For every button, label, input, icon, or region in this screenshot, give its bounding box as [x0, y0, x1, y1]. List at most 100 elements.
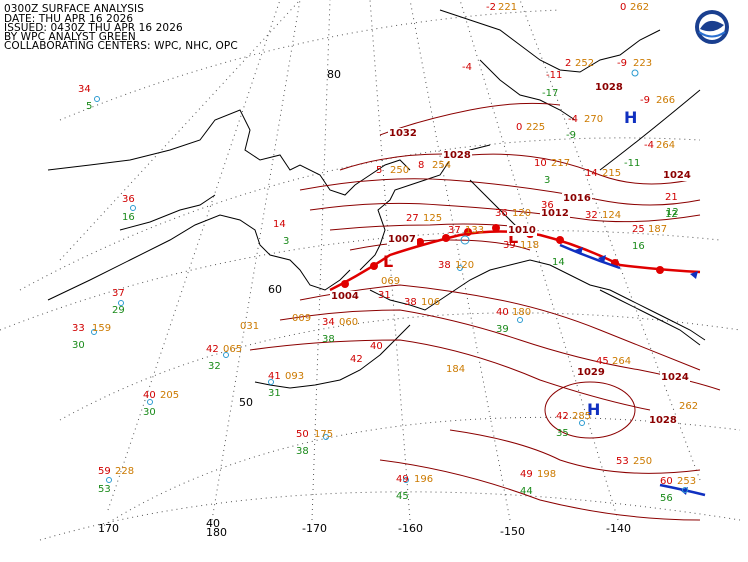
- station-pressure: 205: [160, 390, 180, 401]
- station-pressure: 215: [602, 168, 622, 179]
- station-temp: 40: [370, 341, 383, 352]
- station-marker: [323, 434, 329, 440]
- lat-line-40: [39, 491, 741, 541]
- isobar-label: 1012: [540, 208, 570, 219]
- coast-aleutians: [254, 381, 291, 389]
- station-pressure: 125: [423, 213, 443, 224]
- station-marker: [631, 69, 639, 77]
- station-temp: 33: [72, 323, 85, 334]
- station-pressure: 133: [465, 225, 485, 236]
- station-temp: 8: [418, 160, 425, 171]
- isobar-1028-s: [449, 429, 701, 474]
- station-temp: -11: [546, 70, 563, 81]
- station-temp: 42: [350, 354, 363, 365]
- station-temp: -4: [644, 140, 654, 151]
- header-line-2: DATE: THU APR 16 2026: [4, 13, 134, 25]
- isobar-1029-ring: [544, 381, 636, 439]
- station-pressure: 120: [455, 260, 475, 271]
- station-dewpoint: 32: [208, 361, 221, 372]
- lon-label-m160: -160: [398, 522, 423, 535]
- isobar-1032: [379, 102, 561, 136]
- station-temp: 49: [396, 474, 409, 485]
- station-pressure: 285: [572, 411, 592, 422]
- station-marker: [268, 379, 274, 385]
- coast-chukotka: [47, 214, 351, 301]
- isobars: [249, 102, 721, 521]
- station-temp: 34: [322, 317, 335, 328]
- warm-front-mark: [492, 224, 500, 232]
- station-dewpoint: -17: [542, 88, 559, 99]
- station-pressure: 221: [498, 2, 518, 13]
- lon-line-180: [211, 0, 301, 521]
- station-temp: 40: [143, 390, 156, 401]
- station-pressure: 180: [512, 307, 532, 318]
- lat-line-55: [59, 312, 741, 421]
- cold-front-mark: [680, 487, 688, 495]
- station-temp: -9: [640, 95, 650, 106]
- header-line-3: ISSUED: 0430Z THU APR 16 2026: [4, 22, 183, 34]
- isobar-1004-s: [299, 284, 701, 371]
- station-pressure: 124: [602, 210, 622, 221]
- lat-label-50: 50: [239, 396, 253, 409]
- station-temp: -9: [617, 58, 627, 69]
- lon-line-170: [107, 0, 281, 511]
- station-pressure: 060: [339, 317, 359, 328]
- lon-line-m160: [369, 0, 411, 521]
- coast-bc: [599, 289, 701, 346]
- lon-line-m130: [519, 0, 701, 481]
- station-temp: 37: [448, 225, 461, 236]
- lon-label-180: 180: [206, 526, 227, 539]
- station-dewpoint: 30: [143, 407, 156, 418]
- lat-line-45: [99, 416, 741, 529]
- station-temp: 14: [273, 219, 286, 230]
- isobar-1028: [339, 153, 691, 185]
- station-marker: [403, 477, 409, 483]
- lon-label-m150: -150: [500, 525, 525, 538]
- coast-arctic-islands: [439, 9, 661, 73]
- station-pressure: 262: [679, 401, 699, 412]
- station-marker: [517, 317, 523, 323]
- warm-front-symbols: [341, 224, 664, 288]
- station-pressure: 198: [537, 469, 557, 480]
- low-pressure-value: 1004: [330, 291, 360, 302]
- station-temp: 5: [376, 165, 383, 176]
- station-dewpoint: 39: [496, 324, 509, 335]
- station-dewpoint: 35: [556, 428, 569, 439]
- lat-label-60: 60: [268, 283, 282, 296]
- header-line-1: 0300Z SURFACE ANALYSIS: [4, 3, 144, 15]
- warm-front-mark: [370, 262, 378, 270]
- station-pressure: 223: [633, 58, 653, 69]
- header-line-4: BY WPC ANALYST GREEN: [4, 31, 136, 43]
- station-temp: 59: [98, 466, 111, 477]
- station-temp: 14: [585, 168, 598, 179]
- station-marker: [106, 477, 112, 483]
- station-dewpoint: 14: [552, 257, 565, 268]
- warm-front-mark: [656, 266, 664, 274]
- isobar-label: 1028: [442, 150, 472, 161]
- lon-label-m170: -170: [302, 522, 327, 535]
- lon-label-170: 170: [98, 522, 119, 535]
- station-temp: 0: [620, 2, 627, 13]
- warm-front-mark: [416, 238, 424, 246]
- coast-beaufort: [479, 59, 576, 121]
- station-dewpoint: 16: [122, 212, 135, 223]
- station-pressure: 196: [414, 474, 434, 485]
- station-temp: 25: [632, 224, 645, 235]
- station-dewpoint: 3: [283, 236, 290, 247]
- station-dewpoint: -11: [624, 158, 641, 169]
- station-pressure: 228: [115, 466, 135, 477]
- station-dewpoint: 38: [322, 334, 335, 345]
- station-marker: [118, 300, 124, 306]
- isobar-label: 1028: [648, 415, 678, 426]
- high-pressure-center: H: [587, 400, 601, 419]
- station-dewpoint: 30: [72, 340, 85, 351]
- station-pressure: 118: [520, 240, 540, 251]
- noaa-logo: [695, 10, 729, 44]
- station-marker: [460, 235, 470, 245]
- station-pressure: 262: [630, 2, 650, 13]
- station-pressure: 106: [421, 297, 441, 308]
- graticule: [0, 0, 741, 541]
- station-temp: 53: [616, 456, 629, 467]
